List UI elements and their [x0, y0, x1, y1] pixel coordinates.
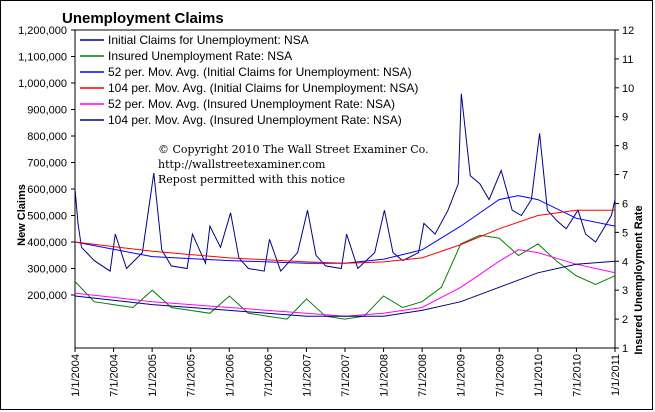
series-line-3 [74, 195, 616, 264]
annotation-line-2: http://wallstreetexaminer.com [158, 158, 326, 171]
y2-tick-label: 1 [622, 343, 628, 355]
x-tick-label: 7/1/2005 [186, 354, 198, 397]
y-tick-label: 400,000 [27, 237, 67, 249]
y2-tick-label: 11 [622, 54, 633, 66]
plot-area [74, 29, 616, 349]
x-tick-label: 1/1/2010 [533, 354, 545, 397]
y2-tick-label: 3 [622, 285, 628, 297]
x-tick-label: 1/1/2009 [456, 354, 468, 397]
y-tick-label: 1,100,000 [18, 52, 67, 64]
x-tick-label: 1/1/2011 [610, 354, 622, 396]
y-axis-title: New Claims [16, 184, 28, 246]
legend-label-5: 52 per. Mov. Avg. (Insured Unemployment … [108, 97, 395, 111]
series-line-5 [74, 249, 616, 317]
series-line-4 [74, 209, 615, 264]
y-tick-label: 1,000,000 [18, 78, 67, 90]
x-tick-label: 1/1/2008 [379, 354, 391, 397]
x-tick-label: 1/1/2005 [147, 354, 159, 397]
y-axis-left: 1,200,000 1,100,000 1,000,000 900,000 800,00… [18, 25, 75, 302]
x-tick-label: 7/1/2006 [263, 354, 275, 397]
annotation-line-1: © Copyright 2010 The Wall Street Examine… [158, 143, 429, 156]
y2-tick-label: 5 [622, 227, 628, 239]
y-tick-label: 300,000 [27, 264, 67, 276]
legend: Initial Claims for Unemployment: NSA Insu… [80, 33, 418, 127]
y2-tick-label: 7 [622, 170, 628, 182]
y2-tick-label: 4 [622, 256, 628, 268]
x-tick-label: 1/1/2004 [70, 354, 82, 397]
legend-label-4: 104 per. Mov. Avg. (Initial Claims for U… [108, 81, 418, 95]
y2-axis-title: Insured Unemployment Rate [633, 205, 645, 354]
y-tick-label: 200,000 [27, 290, 67, 302]
y2-tick-label: 2 [622, 314, 628, 326]
y2-tick-label: 6 [622, 198, 628, 210]
y-tick-label: 800,000 [27, 131, 67, 143]
x-tick-label: 7/1/2009 [494, 354, 506, 397]
x-tick-label: 7/1/2010 [571, 354, 583, 397]
x-tick-label: 1/1/2006 [224, 354, 236, 397]
x-tick-label: 7/1/2007 [340, 354, 352, 397]
y-tick-label: 500,000 [27, 211, 67, 223]
y2-tick-label: 12 [622, 25, 634, 37]
legend-label-6: 104 per. Mov. Avg. (Insured Unemployment… [108, 113, 402, 127]
legend-label-3: 52 per. Mov. Avg. (Initial Claims for Un… [108, 65, 412, 79]
legend-label-2: Insured Unemployment Rate: NSA [108, 49, 292, 63]
x-axis: 1/1/2004 7/1/2004 1/1/2005 7/1/2005 1/1/2006… [70, 348, 622, 397]
y-tick-label: 600,000 [27, 184, 67, 196]
y-tick-label: 700,000 [27, 158, 67, 170]
legend-label-1: Initial Claims for Unemployment: NSA [108, 33, 309, 47]
annotation-line-3: Repost permitted with this notice [158, 173, 345, 186]
series-line-2 [74, 234, 616, 320]
y2-tick-label: 9 [622, 112, 628, 124]
copyright-annotation: © Copyright 2010 The Wall Street Examine… [158, 143, 429, 186]
chart-title: Unemployment Claims [62, 10, 224, 27]
y2-tick-label: 10 [622, 83, 634, 95]
y-tick-label: 1,200,000 [18, 25, 67, 37]
x-tick-label: 7/1/2008 [417, 354, 429, 397]
y2-tick-label: 8 [622, 141, 628, 153]
y-axis-right: 12 11 10 9 8 7 6 5 4 3 2 1 [615, 25, 634, 355]
x-tick-label: 1/1/2007 [301, 354, 313, 397]
series-line-6 [74, 260, 616, 317]
y-tick-label: 900,000 [27, 105, 67, 117]
series-layer [74, 93, 616, 320]
x-tick-label: 7/1/2004 [109, 354, 121, 397]
